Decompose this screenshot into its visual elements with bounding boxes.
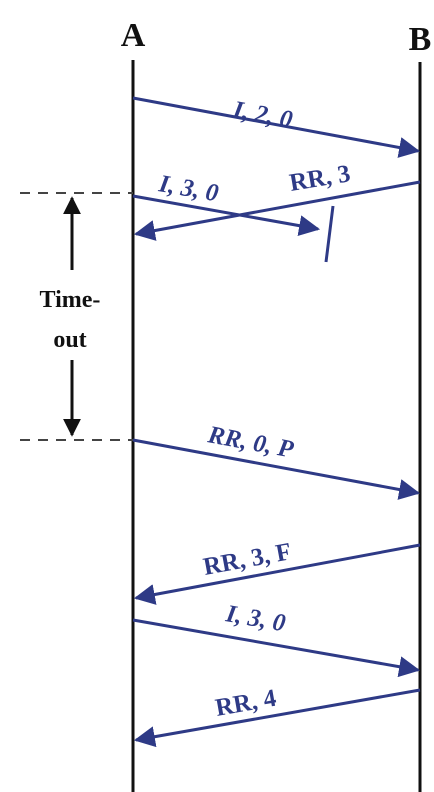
station-b-label: B (409, 21, 432, 58)
message-arrow-i-2-0 (132, 96, 421, 158)
lost-frame-tick (324, 205, 335, 263)
timeout-label-line2: out (53, 327, 86, 353)
message-arrow-rr-4 (133, 688, 421, 748)
message-label-i-3-0: I, 3, 0 (223, 600, 288, 637)
timeout-label-line1: Time- (40, 287, 101, 313)
message-label-rr-3-f: RR, 3, F (201, 538, 293, 581)
message-label-rr-3: RR, 3 (288, 160, 353, 197)
message-arrow-rr-3 (133, 180, 421, 241)
station-a-label: A (121, 17, 146, 54)
message-label-i-2-0: I, 2, 0 (230, 96, 295, 134)
message-arrow-rr-0-p (132, 438, 421, 500)
message-arrow-i-3-0 (132, 618, 421, 678)
message-arrow-rr-3-f (133, 543, 421, 605)
message-arrow-i-3-0-lost (132, 194, 321, 237)
